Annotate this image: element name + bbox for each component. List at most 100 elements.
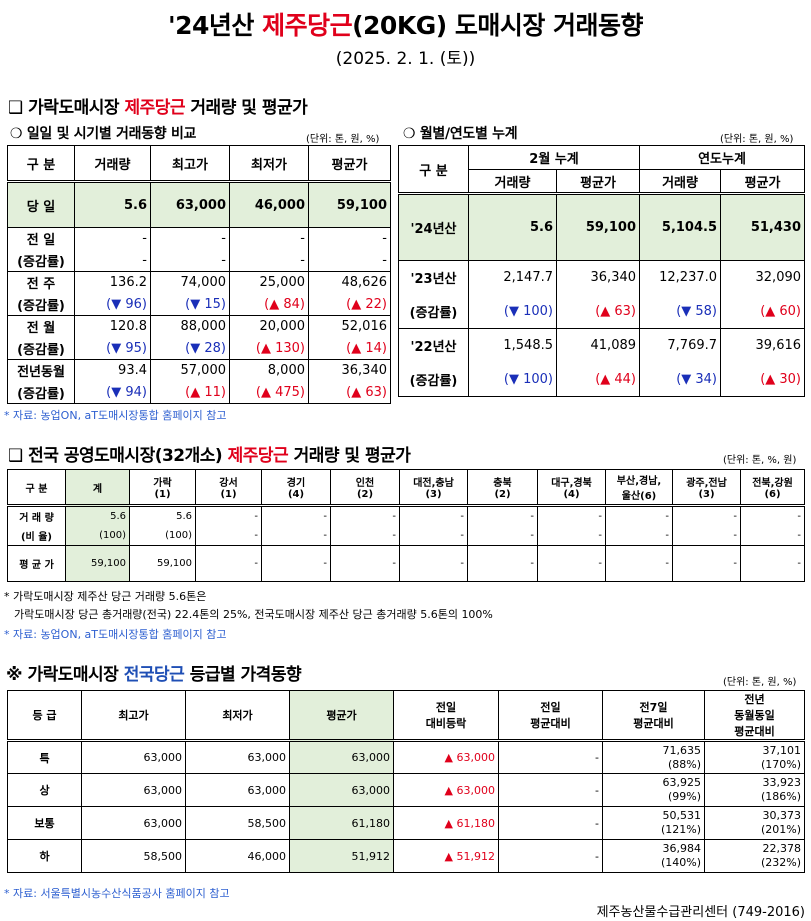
table-cell: -	[537, 525, 606, 546]
table-row: 특 63,000 63,000 63,000 ▲ 63,000-71,635 (88%) 3…	[7, 739, 805, 774]
monthly-unit: (단위: 톤, 원, %)	[720, 134, 794, 145]
col-header: 등 급	[7, 690, 82, 741]
table-cell: 5.6	[129, 504, 196, 526]
table-cell: -	[672, 545, 741, 582]
reference-mark-icon: ※	[6, 665, 23, 685]
table-cell: 20,000	[229, 315, 309, 338]
table-row: 전 주 136.2 74,000 25,000 48,626	[7, 271, 391, 294]
table-row: (증감률) (▼ 95) (▼ 28) (▲ 130) (▲ 14)	[7, 337, 391, 360]
table-cell: -	[261, 504, 331, 526]
table-cell: 36,340	[308, 359, 391, 382]
daily-unit: (단위: 톤, 원, %)	[306, 134, 380, 145]
table-cell: 거 래 량	[7, 504, 66, 526]
col-header: 대전,충남 (3)	[399, 469, 468, 506]
table-cell: -	[195, 504, 262, 526]
col-header: 거래량	[468, 169, 557, 194]
table-cell: -	[150, 249, 230, 272]
table-cell: (비 율)	[7, 525, 66, 546]
table-cell: (증감률)	[7, 337, 75, 360]
table-cell: (▼ 96)	[74, 293, 151, 316]
table-cell: (증감률)	[398, 294, 469, 329]
table-cell: (▲ 44)	[555, 362, 641, 397]
table-cell: 39,616	[720, 328, 806, 363]
table-cell: -	[399, 545, 468, 582]
table-cell: 63,000	[289, 739, 394, 774]
col-header: 충북 (2)	[467, 469, 538, 506]
table-cell: 71,635 (88%)	[602, 739, 705, 774]
col-header: 2월 누계	[467, 145, 641, 170]
table-cell: 59,100	[65, 545, 130, 582]
table-cell: 46,000	[185, 839, 290, 873]
table-cell: 136.2	[74, 271, 151, 294]
table-cell: 전 월	[7, 315, 75, 338]
monthly-subtitle: ❍ 월별/연도별 누계	[403, 126, 518, 142]
table-row: (비 율) (100) (100) - - - - - - - - -	[7, 525, 805, 546]
col-header: 강서 (1)	[195, 469, 262, 506]
table-cell: 1,548.5	[468, 328, 557, 363]
today-row: 당 일 5.6 63,000 46,000 59,100	[7, 180, 391, 228]
section3-title: ※ 가락도매시장 전국당근 등급별 가격동향	[6, 665, 302, 685]
col-header: 인천 (2)	[330, 469, 400, 506]
table-row: 거 래 량 5.6 5.6- - - - - - - - -	[7, 504, 805, 526]
table-cell: 12,237.0	[639, 260, 722, 295]
table-cell: -	[672, 504, 741, 526]
table-row: 평 균 가 59,100 59,100- - - - - - - - -	[7, 545, 805, 582]
table-cell: -	[195, 525, 262, 546]
col-header: 최고가	[81, 690, 186, 741]
table-cell: (▲ 14)	[308, 337, 391, 360]
col-header: 구 분	[398, 145, 469, 194]
table-cell: -	[399, 504, 468, 526]
col-header: 구 분	[7, 469, 66, 506]
table-row: (증감률) - - - -	[7, 249, 391, 272]
table-row: (증감률) (▼ 94) (▲ 11) (▲ 475) (▲ 63)	[7, 381, 391, 404]
table-cell: (▼ 34)	[639, 362, 722, 397]
table-cell: -	[330, 525, 400, 546]
table-cell: -	[308, 227, 391, 250]
table-cell: -	[467, 545, 538, 582]
table-cell: 8,000	[229, 359, 309, 382]
table-cell: -	[261, 525, 331, 546]
source-note-3: * 자료: 서울특별시농수산식품공사 홈페이지 참고	[4, 887, 230, 900]
table-cell: 25,000	[229, 271, 309, 294]
col-header: 거래량	[74, 145, 151, 182]
table-cell: -	[261, 545, 331, 582]
circle-bullet-icon: ❍	[10, 126, 23, 142]
table-cell: 33,923 (186%)	[704, 773, 805, 807]
table-cell: -	[195, 545, 262, 582]
table-cell: -	[740, 545, 805, 582]
table-cell: -	[740, 504, 805, 526]
table-cell: ▲ 51,912	[393, 839, 499, 873]
col-header: 전일 대비등락	[393, 690, 499, 741]
table-cell: 특	[7, 739, 82, 774]
table-cell: 평 균 가	[7, 545, 66, 582]
report-date: (2025. 2. 1. (토))	[335, 49, 476, 69]
table-cell: 93.4	[74, 359, 151, 382]
table-cell: -	[672, 525, 741, 546]
col-header: 평균가	[720, 169, 806, 194]
table-cell: 22,378 (232%)	[704, 839, 805, 873]
col-header: 전년 동월동일 평균대비	[704, 690, 805, 741]
note2-line2: 가락도매시장 당근 총거래량(전국) 22.4톤의 25%, 전국도매시장 제주…	[14, 608, 493, 621]
table-cell: 하	[7, 839, 82, 873]
table-cell: -	[605, 504, 673, 526]
table-cell: 36,340	[555, 260, 641, 295]
table-cell: 5.6	[65, 504, 130, 526]
col-header: 대구,경북 (4)	[537, 469, 606, 506]
daily-subtitle: ❍ 일일 및 시기별 거래동향 비교	[10, 126, 197, 142]
table-cell: (증감률)	[7, 293, 75, 316]
table-cell: 41,089	[555, 328, 641, 363]
table-cell: -	[740, 525, 805, 546]
col-header: 경기 (4)	[261, 469, 331, 506]
page-title: '24년산 제주당근(20KG) 도매시장 거래동향	[167, 11, 644, 40]
table-cell: (▼ 28)	[150, 337, 230, 360]
table-row: 보통 63,000 58,500 61,180 ▲ 61,180-50,531 (121%…	[7, 806, 805, 840]
table-cell: 63,000	[185, 773, 290, 807]
table-cell: 전 주	[7, 271, 75, 294]
table-cell: (증감률)	[398, 362, 469, 397]
table-cell: 57,000	[150, 359, 230, 382]
table-cell: 50,531 (121%)	[602, 806, 705, 840]
col-header: 구 분	[7, 145, 75, 182]
table-cell: 51,912	[289, 839, 394, 873]
col-header: 계	[65, 469, 130, 506]
col-header: 평균가	[308, 145, 391, 182]
